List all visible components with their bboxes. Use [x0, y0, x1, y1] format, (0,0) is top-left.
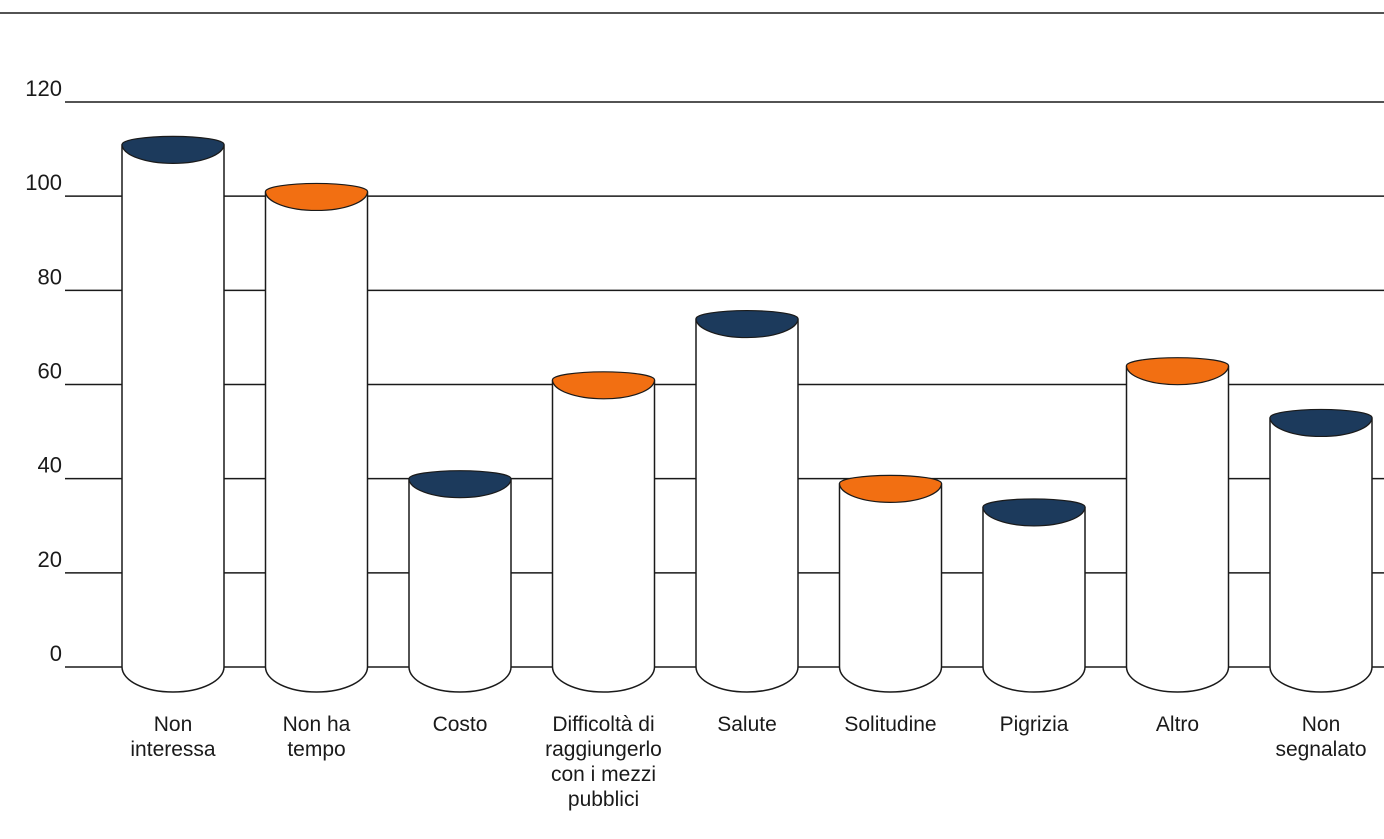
- y-tick-label: 60: [38, 359, 62, 384]
- bar-body: [982, 506, 1086, 693]
- bar-body: [551, 379, 656, 693]
- bar: [838, 474, 943, 693]
- bar-body: [264, 191, 369, 693]
- bar-cap: [1125, 357, 1230, 386]
- bar-cap: [1269, 408, 1373, 438]
- bar-body: [838, 483, 943, 693]
- bar: [1125, 357, 1230, 693]
- category-label: Non ha tempo: [283, 713, 351, 761]
- category-label: Non segnalato: [1275, 713, 1366, 761]
- bar-cap: [408, 470, 512, 499]
- bar: [1269, 408, 1373, 693]
- bar-cap: [121, 135, 225, 164]
- bar-cap: [982, 498, 1086, 527]
- category-labels: Non interessa Non ha tempo Costo Difficoltà d…: [130, 713, 1366, 811]
- category-label: Altro: [1156, 713, 1199, 736]
- y-tick-label: 40: [38, 453, 62, 478]
- y-tick-label: 100: [25, 170, 62, 195]
- bar-body: [408, 478, 512, 693]
- bar: [121, 135, 225, 693]
- bar: [408, 470, 512, 693]
- y-tick-label: 120: [25, 76, 62, 101]
- y-tick-label: 80: [38, 264, 62, 289]
- category-label: Costo: [433, 713, 488, 736]
- y-axis-tick-labels: 0 20 40 60 80 100 120: [25, 76, 62, 666]
- y-tick-label: 20: [38, 547, 62, 572]
- bar-body: [1125, 365, 1230, 693]
- category-label: Non interessa: [130, 713, 216, 761]
- bar-cap: [838, 474, 943, 503]
- bar-body: [121, 144, 225, 693]
- category-label: Solitudine: [844, 713, 936, 736]
- category-label: Pigrizia: [1000, 713, 1069, 736]
- bar-body: [695, 318, 799, 693]
- bar: [695, 309, 799, 693]
- bar-cap: [264, 182, 369, 212]
- bars: [121, 135, 1373, 693]
- bar-cap: [695, 309, 799, 339]
- bar: [264, 182, 369, 693]
- bar: [982, 498, 1086, 693]
- bar-cap: [551, 371, 656, 400]
- bar: [551, 371, 656, 693]
- y-tick-label: 0: [50, 641, 62, 666]
- category-label: Salute: [717, 713, 777, 736]
- category-label: Difficoltà di raggiungerlo con i mezzi pubb…: [545, 713, 662, 811]
- bar-body: [1269, 417, 1373, 693]
